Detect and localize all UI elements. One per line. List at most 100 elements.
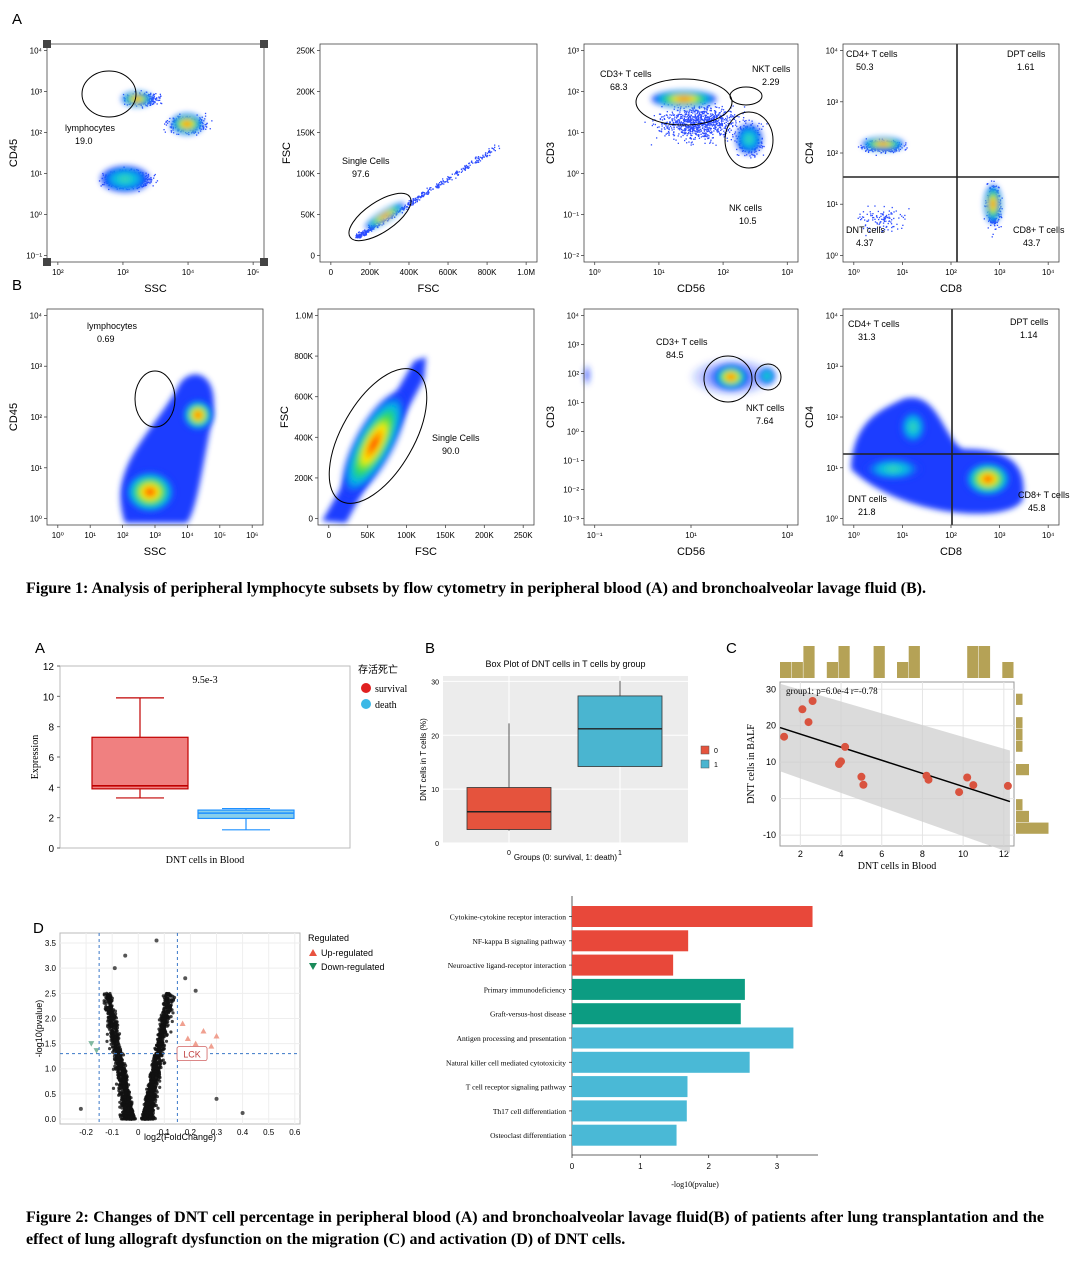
event-dot [668, 131, 670, 134]
event-dot [748, 119, 750, 121]
x-tick-label: 10⁴ [182, 268, 195, 277]
event-dot [364, 230, 366, 232]
event-dot [659, 118, 662, 120]
event-dot [481, 158, 483, 160]
y-tick-label: 10¹ [826, 464, 838, 473]
event-dot [694, 116, 696, 118]
event-dot [725, 121, 727, 123]
event-dot [866, 213, 868, 215]
y-tick-label: 10³ [567, 47, 579, 56]
event-dot [688, 120, 690, 123]
event-dot [885, 216, 888, 218]
event-dot [369, 229, 371, 231]
event-dot [1000, 215, 1002, 217]
event-dot [708, 135, 710, 137]
event-dot [408, 202, 410, 204]
event-dot [689, 129, 691, 131]
event-dot [494, 150, 496, 152]
event-dot [891, 150, 893, 152]
event-dot [461, 170, 463, 172]
event-dot [707, 123, 709, 125]
event-dot [904, 149, 906, 151]
gate-lymphocytes [134, 370, 176, 428]
event-dot [891, 230, 893, 232]
y-tick-label: 10¹ [826, 200, 838, 209]
event-dot [417, 196, 419, 199]
event-dot [891, 213, 893, 215]
event-dot [361, 231, 364, 233]
event-dot [706, 136, 708, 138]
y-tick-label: 10² [30, 413, 42, 422]
event-dot [202, 127, 205, 129]
gate-percent: 0.69 [97, 334, 115, 344]
event-dot [761, 145, 764, 147]
event-dot [684, 119, 687, 121]
event-dot [686, 121, 688, 123]
data-point [859, 780, 868, 789]
density-lymphocytes [121, 91, 153, 107]
event-dot [719, 127, 722, 129]
x-axis-label: DNT cells in Blood [858, 861, 936, 872]
right-hist-bar [1016, 799, 1023, 811]
event-dot [722, 109, 725, 111]
y-tick-label: 1.0 [45, 1065, 57, 1074]
event-dot [483, 156, 485, 158]
event-dot [713, 123, 715, 126]
event-dot [211, 120, 213, 122]
event-dot [418, 195, 420, 197]
event-dot [689, 121, 692, 123]
event-dot [683, 110, 685, 112]
event-dot [696, 116, 698, 118]
event-dot [486, 152, 489, 154]
event-dot [879, 150, 881, 152]
event-dot [204, 118, 206, 120]
event-dot [150, 181, 152, 183]
y-tick-label: 0.5 [45, 1090, 57, 1099]
event-dot [457, 174, 459, 176]
gate-cd3-t-cells [635, 78, 733, 126]
event-dot [651, 124, 653, 127]
event-dot [694, 127, 696, 129]
y-tick-label: 0 [435, 841, 439, 848]
event-dot [895, 150, 898, 152]
event-dot [489, 151, 491, 153]
event-dot [671, 129, 673, 131]
y-axis-label: CD45 [8, 139, 20, 167]
event-dot [738, 154, 740, 156]
event-dot [699, 113, 701, 116]
event-dot [898, 150, 900, 152]
x-tick-label: 10² [945, 531, 957, 540]
data-point [780, 732, 789, 741]
y-tick-label: 10³ [826, 98, 838, 107]
gate-single-cells [328, 368, 428, 504]
event-dot [201, 116, 203, 118]
event-dot [869, 211, 871, 213]
event-dot [707, 116, 709, 119]
y-tick-label: 400K [294, 433, 313, 442]
event-dot [406, 208, 408, 210]
y-axis-label: FSC [279, 406, 291, 428]
x-tick-label: 10² [717, 268, 729, 277]
event-dot [673, 108, 675, 110]
event-dot [688, 119, 690, 121]
event-dot [429, 188, 431, 190]
event-dot [699, 115, 702, 117]
event-dot [893, 217, 895, 220]
event-dot [705, 115, 707, 117]
legend-label-0: 0 [714, 748, 718, 755]
event-dot [688, 127, 690, 129]
event-dot [730, 114, 732, 116]
gene-point [166, 1023, 170, 1027]
event-dot [688, 115, 691, 118]
event-dot [355, 236, 357, 238]
event-dot [692, 118, 694, 120]
event-dot [163, 129, 165, 131]
event-dot [439, 184, 441, 186]
event-dot [449, 177, 451, 179]
right-hist-bar [1016, 717, 1023, 729]
gate-percent: 50.3 [856, 62, 874, 72]
event-dot [991, 236, 993, 238]
event-dot [865, 234, 867, 237]
event-dot [704, 116, 706, 118]
